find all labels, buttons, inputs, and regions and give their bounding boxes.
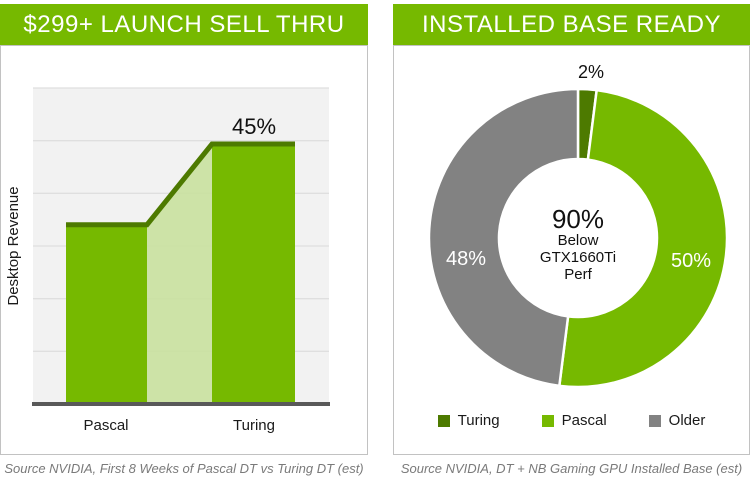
center-headline: 90% — [552, 204, 604, 234]
growth-trend-line — [66, 141, 295, 228]
x-tick-pascal: Pascal — [83, 417, 128, 434]
y-axis-title: Desktop Revenue — [5, 186, 22, 305]
donut-segment-older — [427, 87, 580, 388]
bar-pascal — [66, 224, 147, 404]
right-title-bar: INSTALLED BASE READY — [393, 4, 750, 45]
center-line-1: Below — [558, 232, 599, 249]
left-title-bar: $299+ LAUNCH SELL THRU — [0, 4, 368, 45]
bar-turing — [212, 144, 295, 404]
left-source-note: Source NVIDIA, First 8 Weeks of Pascal D… — [4, 461, 364, 476]
legend-item-pascal: Pascal — [541, 412, 607, 429]
turing-growth-label: 45% — [232, 114, 276, 139]
older-share-label: 48% — [446, 248, 486, 270]
older-swatch-icon — [648, 414, 661, 427]
bar-chart: 45% Pascal Turing Desktop Revenue — [5, 87, 330, 434]
legend-item-older: Older — [648, 412, 706, 429]
x-axis-line — [32, 402, 330, 406]
bar-chart-box: 45% Pascal Turing Desktop Revenue — [0, 45, 368, 455]
turing-swatch-icon — [437, 414, 450, 427]
x-tick-turing: Turing — [233, 417, 275, 434]
pascal-share-label: 50% — [671, 250, 711, 272]
donut-chart: 2% 50% 48% 90% Below GTX1660Ti Perf — [427, 62, 729, 389]
legend-label-older: Older — [668, 412, 706, 429]
legend-label-turing: Turing — [457, 412, 500, 429]
donut-center-label: 90% Below GTX1660Ti Perf — [540, 204, 616, 283]
pascal-swatch-icon — [541, 414, 554, 427]
center-line-2: GTX1660Ti — [540, 249, 616, 266]
center-line-3: Perf — [564, 266, 592, 283]
donut-segment-pascal — [557, 88, 729, 389]
legend-item-turing: Turing — [437, 412, 500, 429]
growth-transition-area — [147, 144, 212, 404]
legend-label-pascal: Pascal — [561, 412, 607, 429]
panel-installed-base: INSTALLED BASE READY 2% 50% 48% 90% Belo… — [393, 4, 750, 476]
right-panel-title: INSTALLED BASE READY — [422, 10, 721, 38]
turing-share-label: 2% — [578, 62, 604, 82]
left-panel-title: $299+ LAUNCH SELL THRU — [23, 10, 345, 38]
panel-launch-sell-thru: $299+ LAUNCH SELL THRU 45% Pascal Turing… — [0, 4, 368, 476]
right-source-note: Source NVIDIA, DT + NB Gaming GPU Instal… — [400, 461, 743, 476]
donut-chart-box: 2% 50% 48% 90% Below GTX1660Ti Perf Turi… — [393, 45, 750, 455]
donut-legend: Turing Pascal Older — [394, 412, 749, 429]
